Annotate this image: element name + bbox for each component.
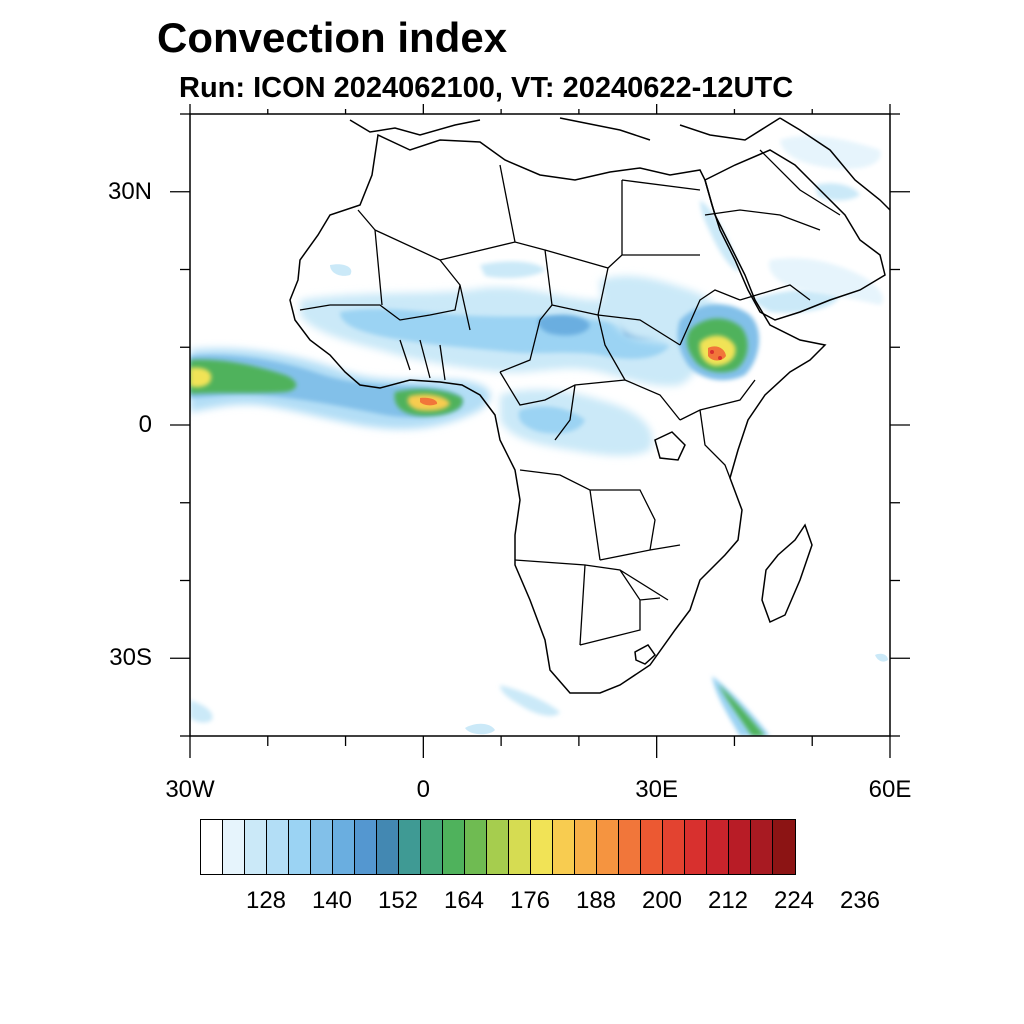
colorbar-label: 188: [575, 887, 617, 914]
colorbar-cell: [773, 820, 795, 874]
lon-tick-label: 30W: [165, 776, 215, 803]
colorbar-cell: [707, 820, 729, 874]
colorbar-label: 236: [839, 887, 881, 914]
colorbar: [200, 819, 796, 875]
colorbar-cell: [729, 820, 751, 874]
colorbar-cell: [487, 820, 509, 874]
page-subtitle: Run: ICON 2024062100, VT: 20240622-12UTC: [179, 72, 794, 104]
colorbar-label: 128: [245, 887, 287, 914]
colorbar-cell: [245, 820, 267, 874]
lat-tick-label: 30N: [107, 177, 152, 205]
lake-victoria: [654, 431, 686, 461]
field-region-south: [190, 653, 888, 736]
colorbar-cell: [751, 820, 773, 874]
colorbar-label: 152: [377, 887, 419, 914]
colorbar-cell: [597, 820, 619, 874]
colorbar-cell: [201, 820, 223, 874]
convection-field: [190, 135, 888, 736]
colorbar-cell: [421, 820, 443, 874]
colorbar-cell: [399, 820, 421, 874]
colorbar-cell: [377, 820, 399, 874]
colorbar-cell: [355, 820, 377, 874]
lat-tick-label: 0: [138, 411, 152, 438]
field-region-arabia: [700, 135, 884, 305]
africa-coastline: [289, 133, 827, 694]
colorbar-label: 224: [773, 887, 815, 914]
lesotho-border: [634, 644, 656, 665]
colorbar-cell: [223, 820, 245, 874]
colorbar-cell: [267, 820, 289, 874]
colorbar-cell: [509, 820, 531, 874]
colorbar-label: 176: [509, 887, 551, 914]
colorbar-cell: [333, 820, 355, 874]
page-title: Convection index: [157, 14, 508, 61]
colorbar-cell: [619, 820, 641, 874]
colorbar-label: 164: [443, 887, 485, 914]
colorbar-cell: [465, 820, 487, 874]
colorbar-cell: [531, 820, 553, 874]
iran-coastline: [779, 117, 890, 211]
lon-tick-label: 0: [416, 776, 430, 803]
country-borders: [299, 149, 841, 646]
axis-ticks: [170, 104, 910, 758]
lat-tick-label: 30S: [109, 644, 152, 672]
colorbar-cell: [289, 820, 311, 874]
europe-coastline: [349, 117, 781, 141]
madagascar-coastline: [761, 523, 813, 624]
colorbar-cell: [575, 820, 597, 874]
lon-tick-label: 30E: [635, 776, 678, 803]
colorbar-cell: [663, 820, 685, 874]
colorbar-label: 200: [641, 887, 683, 914]
coastlines: [289, 117, 890, 694]
colorbar-cell: [641, 820, 663, 874]
colorbar-cell: [311, 820, 333, 874]
colorbar-cell: [553, 820, 575, 874]
colorbar-cell: [443, 820, 465, 874]
lon-tick-label: 60E: [868, 776, 912, 803]
field-region-atlantic: [190, 348, 491, 430]
colorbar-cell: [685, 820, 707, 874]
arabia-coastline: [704, 149, 886, 321]
field-region-ethiopia: [677, 289, 840, 381]
colorbar-label: 212: [707, 887, 749, 914]
colorbar-label: 140: [311, 887, 353, 914]
